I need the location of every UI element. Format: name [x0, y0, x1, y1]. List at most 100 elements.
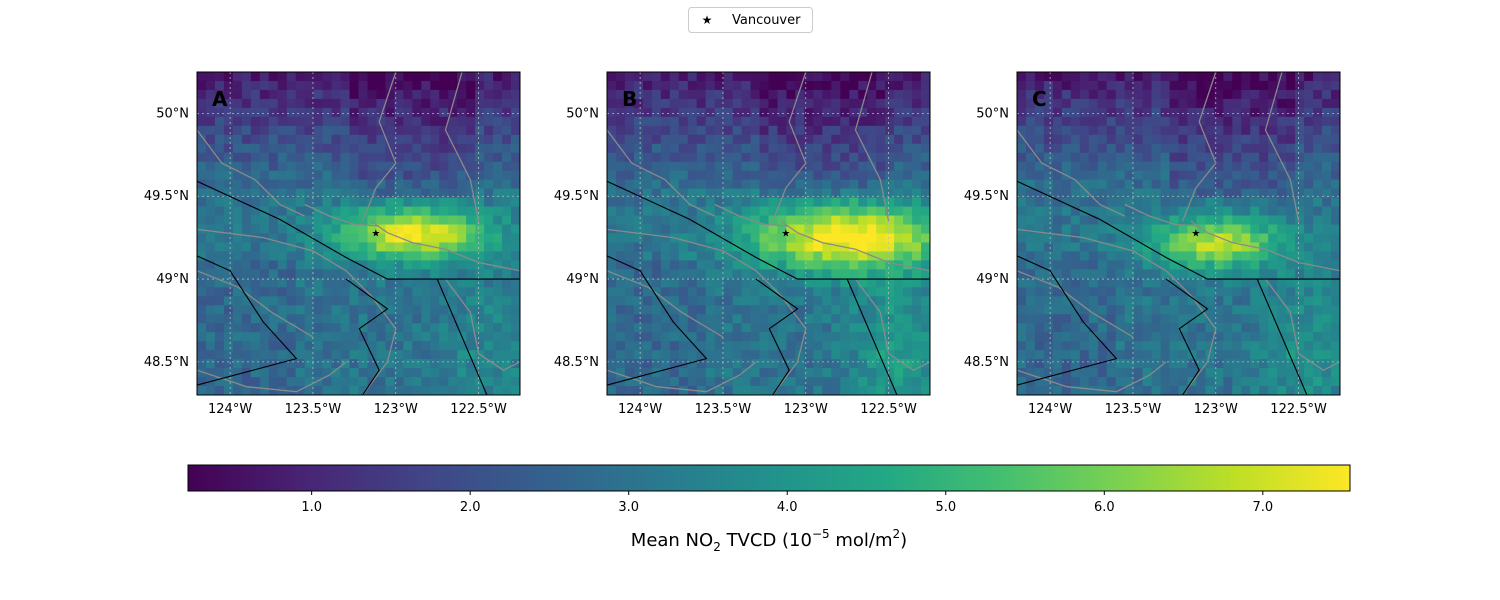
vancouver-star-icon: ★	[1191, 229, 1200, 240]
heatmap-cell	[624, 80, 635, 91]
heatmap-cell	[1331, 80, 1340, 91]
heatmap-cell	[903, 98, 913, 109]
heatmap-cell	[1250, 206, 1260, 216]
heatmap-cell	[750, 89, 760, 100]
heatmap-cell	[831, 224, 841, 234]
heatmap-cell	[741, 224, 751, 234]
heatmap-cell	[358, 206, 368, 216]
heatmap-cell	[331, 197, 341, 207]
heatmap-cell	[376, 359, 386, 369]
heatmap-cell	[624, 368, 635, 378]
heatmap-cell	[367, 278, 377, 288]
heatmap-cell	[394, 116, 404, 127]
heatmap-cell	[1088, 215, 1099, 225]
heatmap-cell	[786, 98, 796, 109]
heatmap-cell	[1286, 314, 1296, 324]
heatmap-cell	[502, 188, 512, 199]
heatmap-cell	[1151, 224, 1161, 234]
heatmap-cell	[921, 323, 930, 333]
heatmap-cell	[493, 359, 503, 369]
heatmap-cell	[197, 287, 207, 297]
heatmap-cell	[705, 143, 716, 154]
heatmap-cell	[322, 296, 332, 306]
heatmap-cell	[1079, 278, 1090, 288]
heatmap-cell	[367, 224, 377, 234]
heatmap-cell	[322, 350, 332, 360]
heatmap-cell	[607, 188, 617, 199]
heatmap-cell	[511, 89, 520, 100]
heatmap-cell	[1313, 278, 1323, 288]
heatmap-cell	[1017, 251, 1027, 261]
heatmap-cell	[223, 287, 234, 297]
heatmap-cell	[466, 72, 476, 82]
heatmap-cell	[259, 143, 270, 154]
heatmap-cell	[511, 377, 520, 387]
heatmap-cell	[385, 107, 395, 118]
heatmap-cell	[313, 305, 324, 315]
heatmap-cell	[1151, 368, 1161, 378]
heatmap-cell	[1115, 341, 1126, 351]
heatmap-cell	[493, 287, 503, 297]
heatmap-cell	[349, 188, 359, 199]
heatmap-cell	[1178, 107, 1188, 118]
heatmap-cell	[403, 152, 413, 163]
heatmap-cell	[1151, 386, 1161, 395]
heatmap-cell	[1133, 296, 1144, 306]
heatmap-cell	[1268, 368, 1278, 378]
heatmap-cell	[511, 224, 520, 234]
heatmap-cell	[912, 377, 922, 387]
heatmap-cell	[1304, 350, 1314, 360]
heatmap-cell	[1169, 287, 1179, 297]
heatmap-cell	[867, 179, 877, 190]
heatmap-cell	[1088, 224, 1099, 234]
heatmap-cell	[1061, 296, 1072, 306]
heatmap-cell	[394, 152, 404, 163]
heatmap-cell	[1052, 368, 1063, 378]
heatmap-cell	[723, 269, 734, 279]
heatmap-cell	[250, 323, 261, 333]
heatmap-cell	[205, 206, 216, 216]
heatmap-cell	[1286, 296, 1296, 306]
heatmap-cell	[1160, 278, 1170, 288]
heatmap-cell	[1079, 323, 1090, 333]
heatmap-cell	[1241, 80, 1251, 91]
heatmap-cell	[232, 260, 243, 270]
heatmap-cell	[304, 287, 315, 297]
heatmap-cell	[295, 341, 306, 351]
heatmap-cell	[376, 278, 386, 288]
heatmap-cell	[1061, 143, 1072, 154]
heatmap-cell	[1286, 80, 1296, 91]
heatmap-cell	[633, 215, 644, 225]
heatmap-cell	[750, 278, 760, 288]
heatmap-cell	[412, 386, 422, 395]
heatmap-cell	[732, 107, 742, 118]
heatmap-cell	[1205, 332, 1215, 342]
heatmap-cell	[1241, 161, 1251, 172]
heatmap-cell	[822, 179, 832, 190]
longitude-tick-label: 122.5°W	[1270, 402, 1327, 417]
heatmap-cell	[921, 341, 930, 351]
heatmap-cell	[1232, 341, 1242, 351]
heatmap-cell	[1115, 296, 1126, 306]
heatmap-cell	[1313, 161, 1323, 172]
heatmap-cell	[1286, 368, 1296, 378]
heatmap-cell	[304, 161, 315, 172]
heatmap-cell	[1322, 278, 1332, 288]
heatmap-cell	[1214, 296, 1224, 306]
heatmap-cell	[1214, 134, 1224, 145]
heatmap-cell	[723, 179, 734, 190]
heatmap-cell	[1106, 359, 1117, 369]
heatmap-cell	[349, 314, 359, 324]
heatmap-cell	[678, 377, 689, 387]
heatmap-cell	[1160, 323, 1170, 333]
heatmap-cell	[1223, 269, 1233, 279]
heatmap-cell	[831, 251, 841, 261]
heatmap-cell	[1331, 323, 1340, 333]
heatmap-cell	[1017, 206, 1027, 216]
heatmap-cell	[804, 116, 814, 127]
heatmap-cell	[304, 386, 315, 395]
heatmap-cell	[457, 233, 467, 243]
heatmap-cell	[457, 107, 467, 118]
heatmap-cell	[1034, 233, 1045, 243]
heatmap-cell	[259, 332, 270, 342]
